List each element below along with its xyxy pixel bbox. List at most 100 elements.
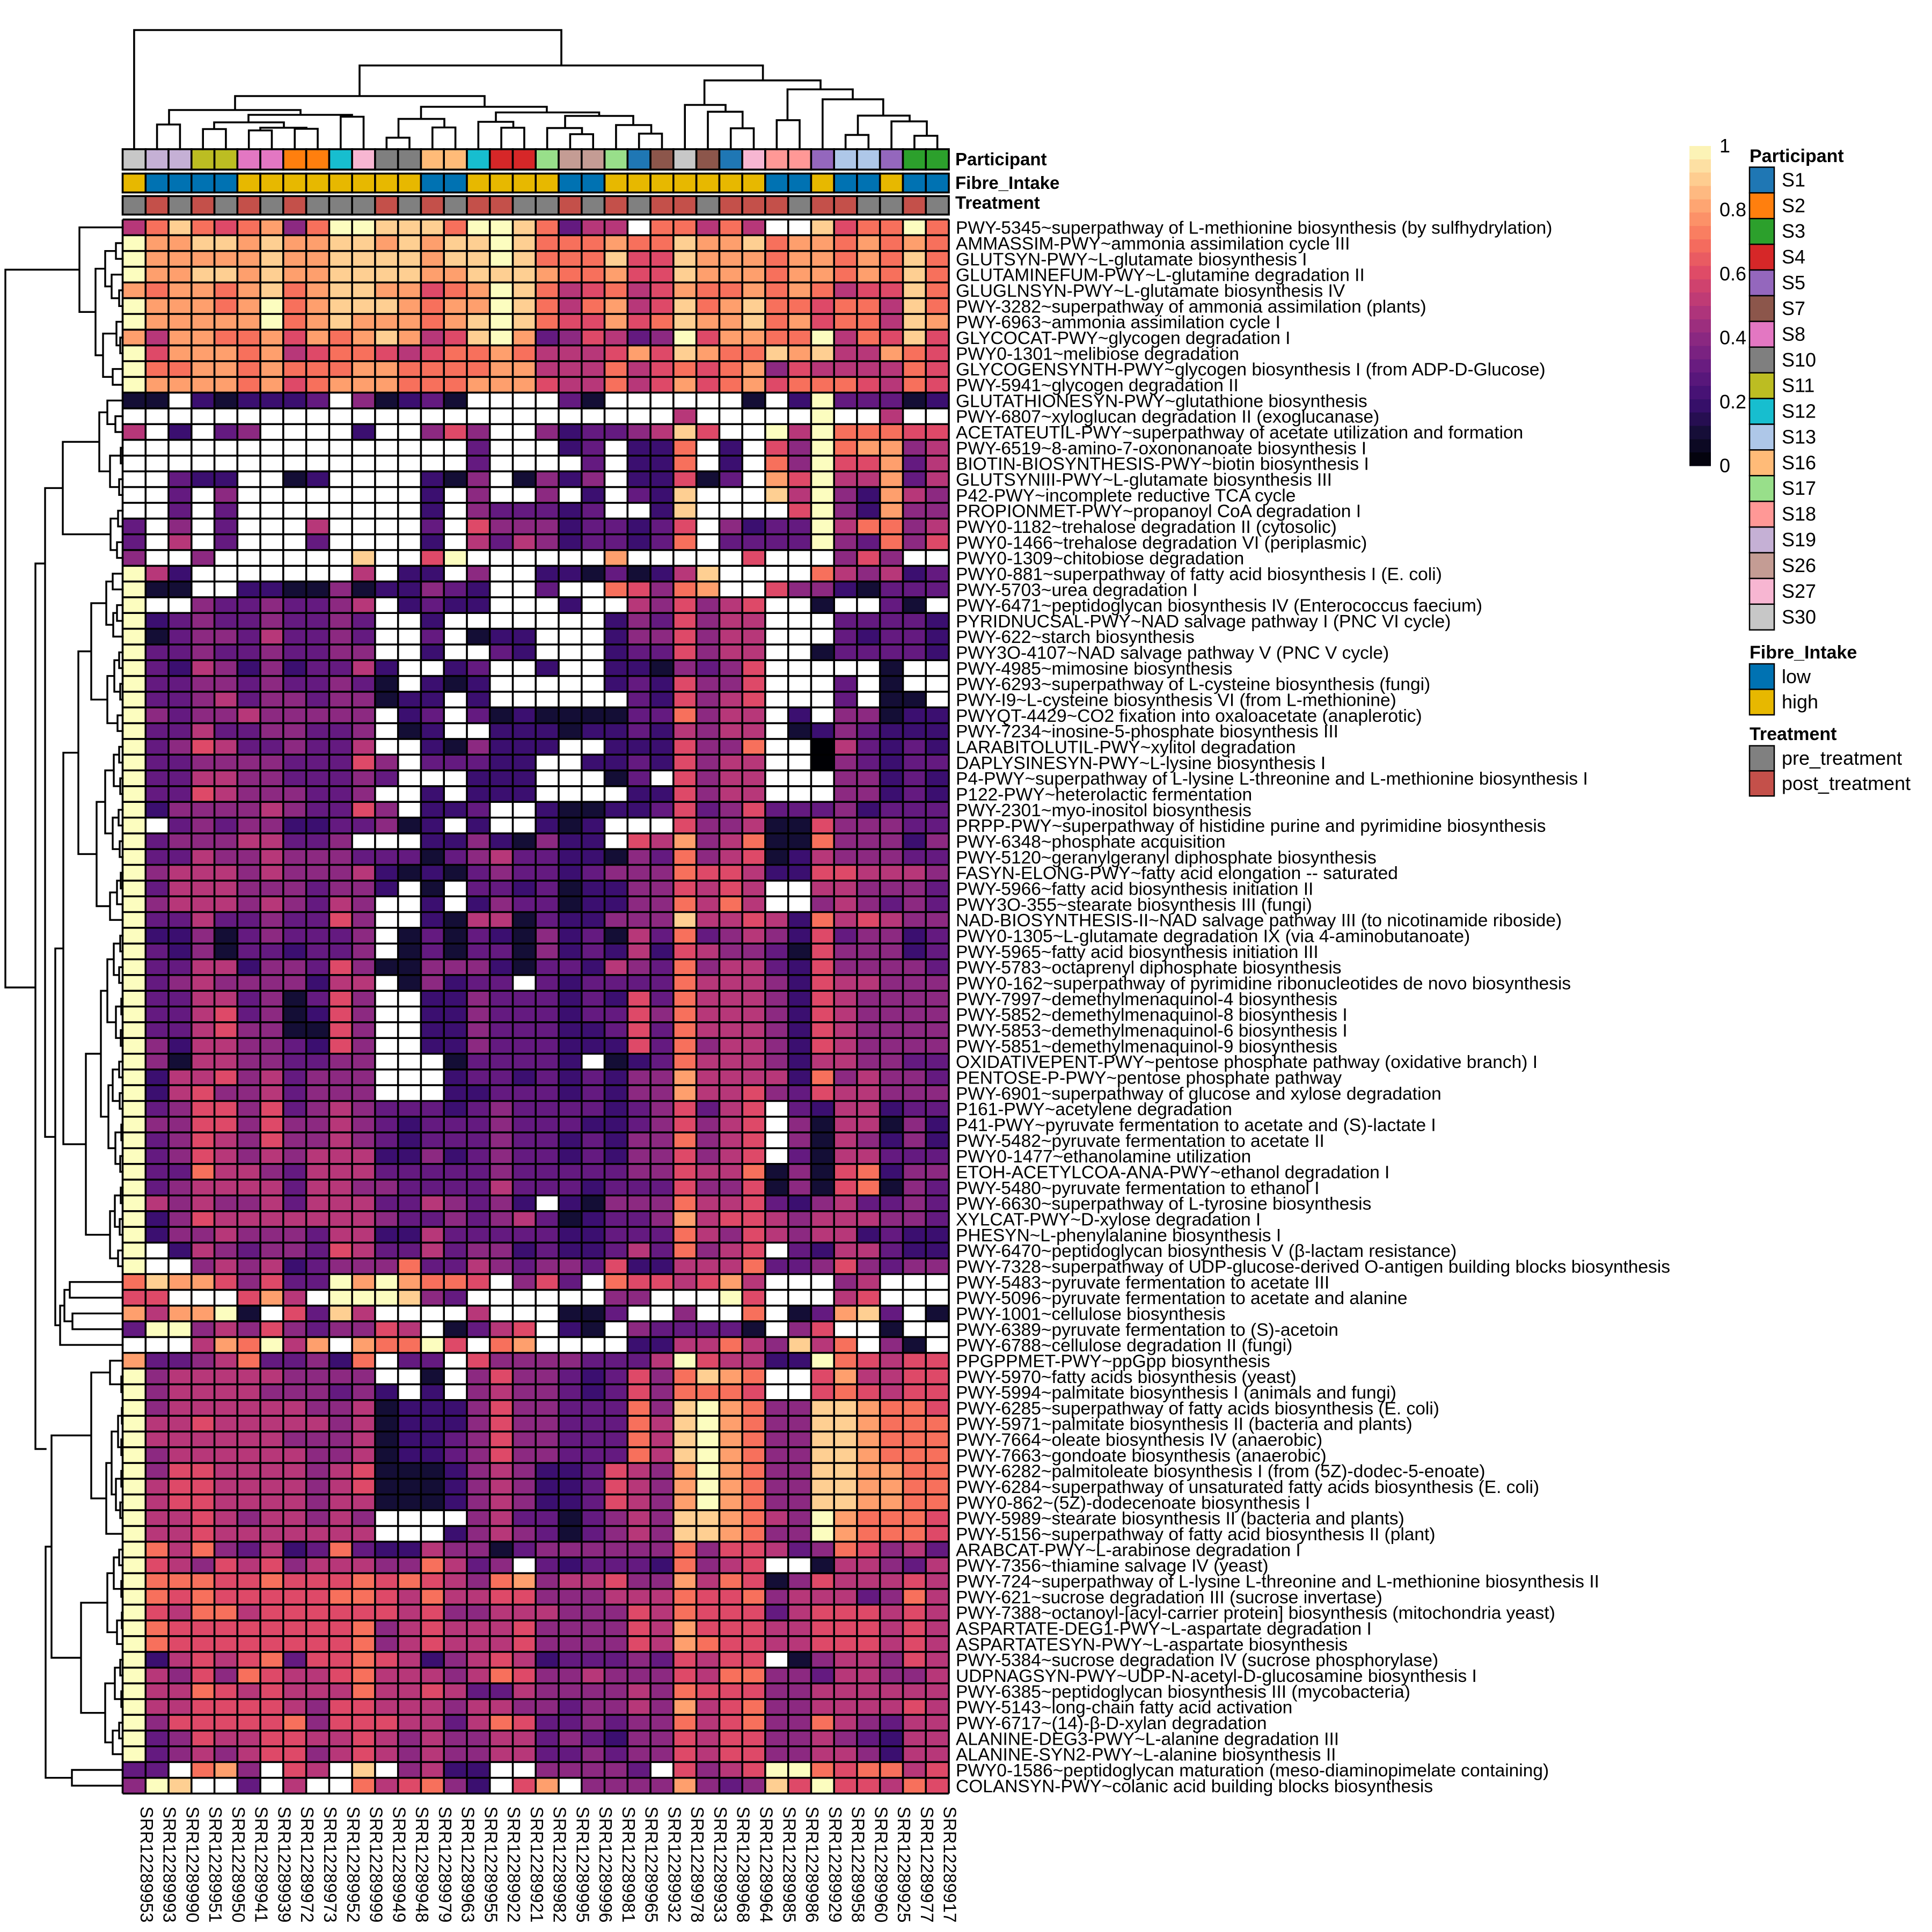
svg-text:PWY-5970~fatty acids biosynthe: PWY-5970~fatty acids biosynthesis (yeast… <box>956 1367 1297 1387</box>
svg-text:PWY-7234~inosine-5-phosphate b: PWY-7234~inosine-5-phosphate biosynthesi… <box>956 722 1338 742</box>
svg-text:ARABCAT-PWY~L-arabinose degrad: ARABCAT-PWY~L-arabinose degradation I <box>956 1540 1301 1560</box>
svg-text:SRR12289999: SRR12289999 <box>367 1806 386 1923</box>
svg-text:PWY-2301~myo-inositol biosynth: PWY-2301~myo-inositol biosynthesis <box>956 801 1252 821</box>
svg-text:PWY-4985~mimosine biosynthesis: PWY-4985~mimosine biosynthesis <box>956 659 1232 679</box>
svg-text:PWY0-162~superpathway of pyrim: PWY0-162~superpathway of pyrimidine ribo… <box>956 974 1571 994</box>
svg-text:P161-PWY~acetylene degradation: P161-PWY~acetylene degradation <box>956 1100 1232 1119</box>
svg-text:PWY-5965~fatty acid biosynthes: PWY-5965~fatty acid biosynthesis initiat… <box>956 942 1319 962</box>
svg-text:ALANINE-SYN2-PWY~L-alanine bio: ALANINE-SYN2-PWY~L-alanine biosynthesis … <box>956 1745 1336 1765</box>
svg-text:PWY0-862~(5Z)-dodecenoate bios: PWY0-862~(5Z)-dodecenoate biosynthesis I <box>956 1493 1310 1513</box>
svg-text:Treatment: Treatment <box>955 193 1040 213</box>
svg-text:PWY-7663~gondoate biosynthesis: PWY-7663~gondoate biosynthesis (anaerobi… <box>956 1446 1327 1466</box>
svg-text:PWY-5482~pyruvate fermentation: PWY-5482~pyruvate fermentation to acetat… <box>956 1131 1324 1151</box>
svg-text:SRR12289953: SRR12289953 <box>137 1806 157 1923</box>
svg-text:GLUTAMINEFUM-PWY~L-glutamine d: GLUTAMINEFUM-PWY~L-glutamine degradation… <box>956 266 1365 286</box>
svg-text:PWY0-1309~chitobiose degradati: PWY0-1309~chitobiose degradation <box>956 549 1244 569</box>
svg-text:SRR12289955: SRR12289955 <box>481 1806 501 1923</box>
svg-text:Fibre_Intake: Fibre_Intake <box>955 173 1059 193</box>
svg-text:PWY-5483~pyruvate fermentation: PWY-5483~pyruvate fermentation to acetat… <box>956 1273 1329 1293</box>
svg-text:PWY-5096~pyruvate fermentation: PWY-5096~pyruvate fermentation to acetat… <box>956 1289 1407 1308</box>
svg-text:PWY-5120~geranylgeranyl diphos: PWY-5120~geranylgeranyl diphosphate bios… <box>956 848 1377 868</box>
svg-text:0.8: 0.8 <box>1719 199 1746 221</box>
svg-text:Participant: Participant <box>955 149 1047 169</box>
svg-text:DAPLYSINESYN-PWY~L-lysine bios: DAPLYSINESYN-PWY~L-lysine biosynthesis I <box>956 753 1326 773</box>
svg-text:PWY-5966~fatty acid biosynthes: PWY-5966~fatty acid biosynthesis initiat… <box>956 880 1313 899</box>
svg-text:SRR12289922: SRR12289922 <box>504 1806 524 1923</box>
svg-text:PWY-6293~superpathway of L-cys: PWY-6293~superpathway of L-cysteine bios… <box>956 675 1430 694</box>
svg-text:SRR12289981: SRR12289981 <box>619 1806 639 1923</box>
svg-text:P42-PWY~incomplete reductive T: P42-PWY~incomplete reductive TCA cycle <box>956 486 1296 506</box>
svg-text:PPGPPMET-PWY~ppGpp biosynthesi: PPGPPMET-PWY~ppGpp biosynthesis <box>956 1351 1270 1371</box>
svg-text:PWY-1001~cellulose biosynthesi: PWY-1001~cellulose biosynthesis <box>956 1304 1225 1324</box>
svg-text:ALANINE-DEG3-PWY~L-alanine deg: ALANINE-DEG3-PWY~L-alanine degradation I… <box>956 1729 1339 1749</box>
svg-text:S12: S12 <box>1782 400 1816 422</box>
svg-text:SRR12289968: SRR12289968 <box>734 1806 753 1923</box>
svg-text:UDPNAGSYN-PWY~UDP-N-acetyl-D-g: UDPNAGSYN-PWY~UDP-N-acetyl-D-glucosamine… <box>956 1666 1477 1686</box>
svg-text:ASPARTATE-DEG1-PWY~L-aspartate: ASPARTATE-DEG1-PWY~L-aspartate degradati… <box>956 1619 1372 1639</box>
svg-text:SRR12289932: SRR12289932 <box>665 1806 685 1923</box>
svg-text:PWY3O-355~stearate biosynthesi: PWY3O-355~stearate biosynthesis III (fun… <box>956 895 1312 915</box>
svg-text:PWY-6284~superpathway of unsat: PWY-6284~superpathway of unsaturated fat… <box>956 1477 1539 1497</box>
svg-text:SRR12289951: SRR12289951 <box>206 1806 225 1923</box>
svg-text:LARABITOLUTIL-PWY~xylitol degr: LARABITOLUTIL-PWY~xylitol degradation <box>956 738 1296 758</box>
svg-text:PWY-5853~demethylmenaquinol-6: PWY-5853~demethylmenaquinol-6 biosynthes… <box>956 1021 1348 1041</box>
svg-text:SRR12289977: SRR12289977 <box>917 1806 937 1923</box>
svg-text:0.6: 0.6 <box>1719 262 1746 284</box>
svg-text:SRR12289965: SRR12289965 <box>642 1806 662 1923</box>
svg-text:PWY-6963~ammonia assimilation: PWY-6963~ammonia assimilation cycle I <box>956 313 1280 333</box>
svg-text:S4: S4 <box>1782 246 1805 268</box>
svg-text:PWY-6471~peptidoglycan biosynt: PWY-6471~peptidoglycan biosynthesis IV (… <box>956 596 1482 616</box>
svg-text:SRR12289941: SRR12289941 <box>252 1806 272 1923</box>
svg-text:PYRIDNUCSAL-PWY~NAD salvage pa: PYRIDNUCSAL-PWY~NAD salvage pathway I (P… <box>956 612 1451 632</box>
svg-text:SRR12289982: SRR12289982 <box>550 1806 570 1923</box>
svg-text:S18: S18 <box>1782 503 1816 525</box>
svg-text:S2: S2 <box>1782 194 1805 216</box>
svg-text:S7: S7 <box>1782 297 1805 319</box>
svg-text:post_treatment: post_treatment <box>1782 772 1911 794</box>
svg-text:SRR12289939: SRR12289939 <box>275 1806 295 1923</box>
svg-text:S3: S3 <box>1782 220 1805 242</box>
svg-text:PWY-6630~superpathway of L-tyr: PWY-6630~superpathway of L-tyrosine bios… <box>956 1194 1371 1214</box>
svg-text:PWY-7388~octanoyl-[acyl-carrie: PWY-7388~octanoyl-[acyl-carrier protein]… <box>956 1604 1555 1623</box>
svg-text:PWY0-1182~trehalose degradatio: PWY0-1182~trehalose degradation II (cyto… <box>956 517 1337 537</box>
svg-text:PWY-6901~superpathway of gluco: PWY-6901~superpathway of glucose and xyl… <box>956 1084 1441 1104</box>
svg-text:S26: S26 <box>1782 554 1816 576</box>
svg-text:ETOH-ACETYLCOA-ANA-PWY~ethanol: ETOH-ACETYLCOA-ANA-PWY~ethanol degradati… <box>956 1163 1389 1183</box>
svg-text:BIOTIN-BIOSYNTHESIS-PWY~biotin: BIOTIN-BIOSYNTHESIS-PWY~biotin biosynthe… <box>956 455 1369 474</box>
svg-text:SRR12289917: SRR12289917 <box>940 1806 960 1923</box>
svg-text:SRR12289933: SRR12289933 <box>711 1806 730 1923</box>
svg-text:PWY-3282~superpathway of ammon: PWY-3282~superpathway of ammonia assimil… <box>956 297 1426 317</box>
svg-text:PRPP-PWY~superpathway of histi: PRPP-PWY~superpathway of histidine purin… <box>956 816 1546 836</box>
svg-text:PWY0-1466~trehalose degradatio: PWY0-1466~trehalose degradation VI (peri… <box>956 533 1367 553</box>
svg-text:PWY-6519~8-amino-7-oxononanoat: PWY-6519~8-amino-7-oxononanoate biosynth… <box>956 438 1366 458</box>
svg-text:S8: S8 <box>1782 323 1805 345</box>
svg-text:S11: S11 <box>1782 375 1814 397</box>
svg-text:PWY-6282~palmitoleate biosynth: PWY-6282~palmitoleate biosynthesis I (fr… <box>956 1462 1485 1482</box>
svg-text:PWY-I9~L-cysteine biosynthesis: PWY-I9~L-cysteine biosynthesis VI (from … <box>956 691 1396 711</box>
svg-text:PWY-7328~superpathway of UDP-g: PWY-7328~superpathway of UDP-glucose-der… <box>956 1257 1670 1277</box>
svg-text:1: 1 <box>1719 135 1730 157</box>
svg-text:SRR12289950: SRR12289950 <box>229 1806 248 1923</box>
svg-text:S1: S1 <box>1782 169 1805 191</box>
svg-text:PWY-7664~oleate biosynthesis I: PWY-7664~oleate biosynthesis IV (anaerob… <box>956 1430 1322 1450</box>
svg-text:PWY-5994~palmitate biosynthesi: PWY-5994~palmitate biosynthesis I (anima… <box>956 1383 1396 1403</box>
svg-text:PWY-7356~thiamine salvage IV (: PWY-7356~thiamine salvage IV (yeast) <box>956 1556 1269 1576</box>
svg-text:SRR12289949: SRR12289949 <box>389 1806 409 1923</box>
svg-text:SRR12289921: SRR12289921 <box>527 1806 547 1923</box>
svg-text:PWY-5156~superpathway of fatty: PWY-5156~superpathway of fatty acid bios… <box>956 1525 1436 1545</box>
svg-text:PWY-5851~demethylmenaquinol-9: PWY-5851~demethylmenaquinol-9 biosynthes… <box>956 1037 1337 1057</box>
svg-text:AMMASSIM-PWY~ammonia assimilat: AMMASSIM-PWY~ammonia assimilation cycle … <box>956 234 1350 254</box>
svg-text:PWY-5384~sucrose degradation I: PWY-5384~sucrose degradation IV (sucrose… <box>956 1651 1438 1671</box>
svg-text:Treatment: Treatment <box>1750 724 1837 744</box>
svg-text:GLUGLNSYN-PWY~L-glutamate bios: GLUGLNSYN-PWY~L-glutamate biosynthesis I… <box>956 281 1345 301</box>
svg-text:SRR12289986: SRR12289986 <box>802 1806 822 1923</box>
svg-text:OXIDATIVEPENT-PWY~pentose phos: OXIDATIVEPENT-PWY~pentose phosphate path… <box>956 1052 1538 1072</box>
svg-text:SRR12289952: SRR12289952 <box>343 1806 363 1923</box>
svg-text:PWY-6807~xyloglucan degradatio: PWY-6807~xyloglucan degradation II (exog… <box>956 407 1379 427</box>
svg-text:FASYN-ELONG-PWY~fatty acid elo: FASYN-ELONG-PWY~fatty acid elongation --… <box>956 863 1398 883</box>
svg-text:SRR12289958: SRR12289958 <box>848 1806 868 1923</box>
svg-text:PHESYN~L-phenylalanine biosynt: PHESYN~L-phenylalanine biosynthesis I <box>956 1226 1281 1246</box>
svg-text:PWY-6285~superpathway of fatty: PWY-6285~superpathway of fatty acids bio… <box>956 1399 1439 1418</box>
svg-text:pre_treatment: pre_treatment <box>1782 747 1902 769</box>
svg-text:ASPARTATESYN-PWY~L-aspartate b: ASPARTATESYN-PWY~L-aspartate biosynthesi… <box>956 1635 1348 1655</box>
